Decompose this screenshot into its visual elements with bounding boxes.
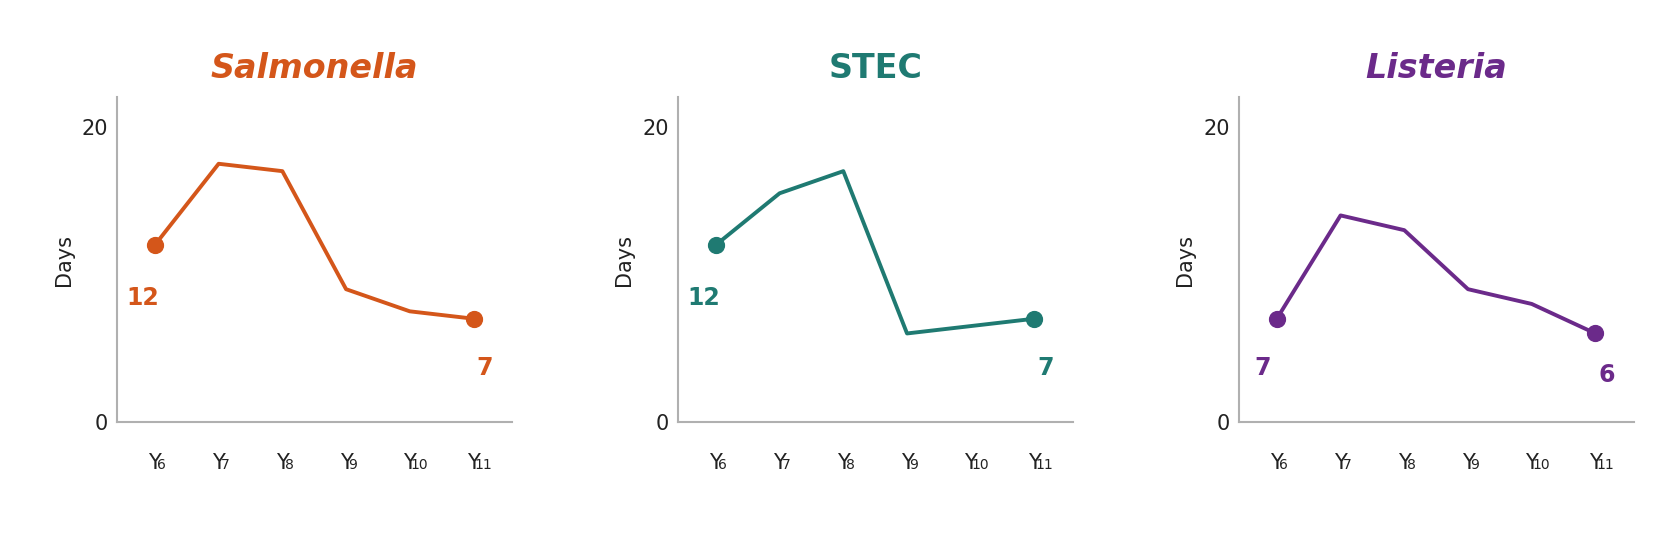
Point [460,314,487,323]
Text: 10: 10 [410,458,428,472]
Point [142,241,168,249]
Text: 6: 6 [718,458,727,472]
Text: Y: Y [900,452,914,472]
Text: 9: 9 [910,458,919,472]
Text: 11: 11 [1035,458,1054,472]
Text: 7: 7 [782,458,790,472]
Text: 10: 10 [972,458,989,472]
Text: 7: 7 [1344,458,1352,472]
Text: Y: Y [212,452,225,472]
Text: 8: 8 [285,458,293,472]
Text: Y: Y [837,452,850,472]
Text: 6: 6 [157,458,167,472]
Title: Listeria: Listeria [1365,52,1507,85]
Text: Y: Y [1270,452,1284,472]
Text: 8: 8 [845,458,855,472]
Text: 9: 9 [1470,458,1479,472]
Text: 9: 9 [348,458,357,472]
Text: Y: Y [467,452,480,472]
Text: 7: 7 [1037,355,1054,380]
Text: Y: Y [403,452,417,472]
Text: 11: 11 [1597,458,1614,472]
Text: Y: Y [277,452,288,472]
Y-axis label: Days: Days [615,234,635,286]
Text: 11: 11 [475,458,492,472]
Text: Y: Y [148,452,162,472]
Text: Y: Y [340,452,352,472]
Text: Y: Y [964,452,977,472]
Text: 6: 6 [1279,458,1289,472]
Text: Y: Y [1462,452,1474,472]
Point [702,241,728,249]
Text: 7: 7 [1255,355,1270,380]
Point [1022,314,1049,323]
Text: 12: 12 [127,286,158,310]
Text: Y: Y [1589,452,1602,472]
Text: 10: 10 [1532,458,1550,472]
Text: 6: 6 [1599,363,1615,387]
Y-axis label: Days: Days [53,234,73,286]
Text: Y: Y [1334,452,1347,472]
Text: Y: Y [1399,452,1410,472]
Text: Y: Y [710,452,722,472]
Text: Y: Y [1029,452,1040,472]
Text: 7: 7 [477,355,493,380]
Title: Salmonella: Salmonella [210,52,418,85]
Point [1582,329,1609,338]
Text: Y: Y [1525,452,1539,472]
Text: 8: 8 [1407,458,1415,472]
Title: STEC: STEC [828,52,922,85]
Text: 7: 7 [222,458,230,472]
Text: 12: 12 [687,286,720,310]
Point [1264,314,1290,323]
Text: Y: Y [773,452,787,472]
Y-axis label: Days: Days [1175,234,1195,286]
